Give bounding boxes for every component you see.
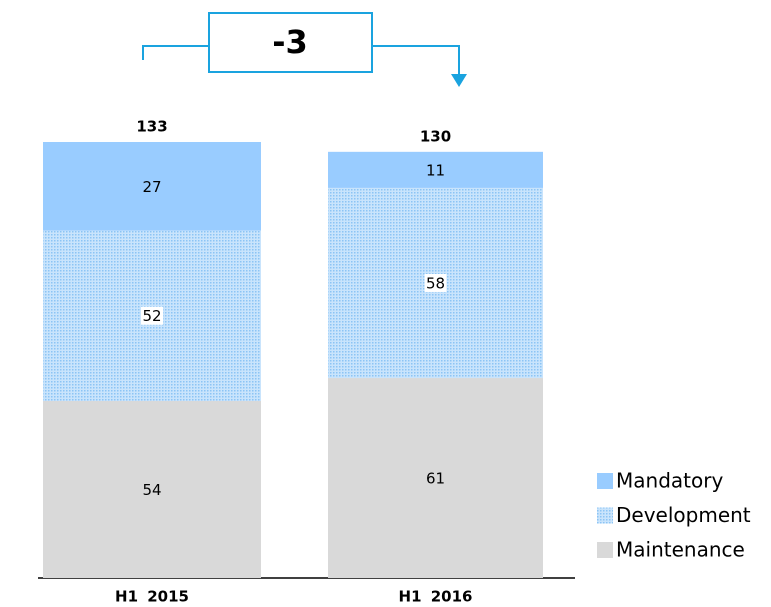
label-background — [424, 273, 447, 292]
legend-swatch — [597, 473, 613, 489]
total-label: 133 — [136, 118, 167, 136]
difference-bracket — [142, 12, 460, 76]
total-label: 130 — [420, 127, 451, 145]
value-label: 61 — [426, 470, 445, 488]
label-background — [141, 306, 163, 325]
legend-label: Development — [616, 503, 751, 527]
legend-label: Mandatory — [616, 469, 723, 493]
bar-segment — [43, 400, 261, 578]
x-tick-label: H1 2015 — [115, 588, 189, 606]
value-label: 58 — [426, 274, 445, 292]
value-label: 52 — [142, 307, 161, 325]
legend-swatch — [597, 542, 613, 558]
bar-segment — [328, 378, 543, 578]
value-label: 27 — [142, 178, 161, 196]
legend-label: Maintenance — [616, 538, 745, 562]
bar-segment — [328, 151, 543, 188]
annotation: -3 — [272, 23, 308, 61]
arrow-head — [451, 74, 467, 87]
value-label: 54 — [142, 481, 161, 499]
bar-segment — [43, 142, 261, 231]
value-label: 11 — [426, 161, 445, 179]
x-tick-label: H1 2016 — [399, 588, 473, 606]
legend-swatch — [597, 507, 613, 524]
